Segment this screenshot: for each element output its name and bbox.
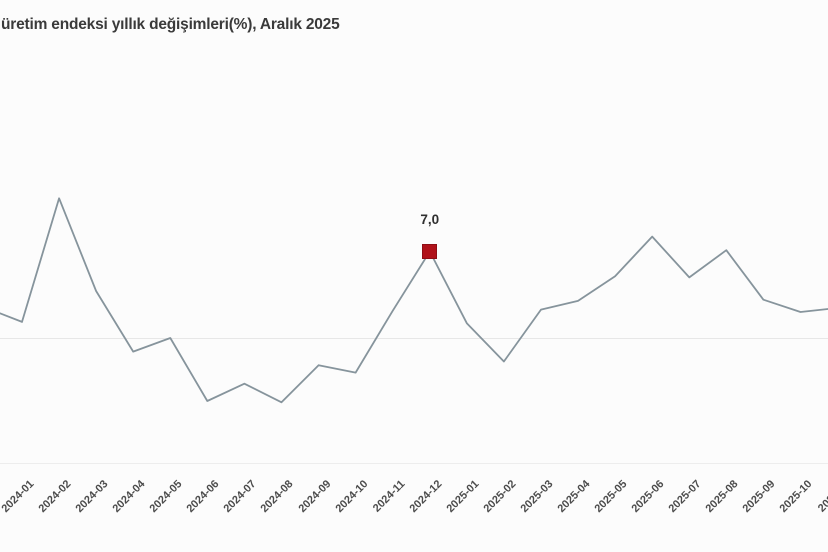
series-line bbox=[0, 197, 828, 404]
zero-gridline bbox=[0, 338, 828, 339]
highlight-value-label: 7,0 bbox=[420, 212, 440, 228]
highlight-marker bbox=[422, 243, 438, 259]
x-axis-line bbox=[0, 463, 828, 464]
chart-title: üretim endeksi yıllık değişimleri(%), Ar… bbox=[1, 16, 340, 33]
